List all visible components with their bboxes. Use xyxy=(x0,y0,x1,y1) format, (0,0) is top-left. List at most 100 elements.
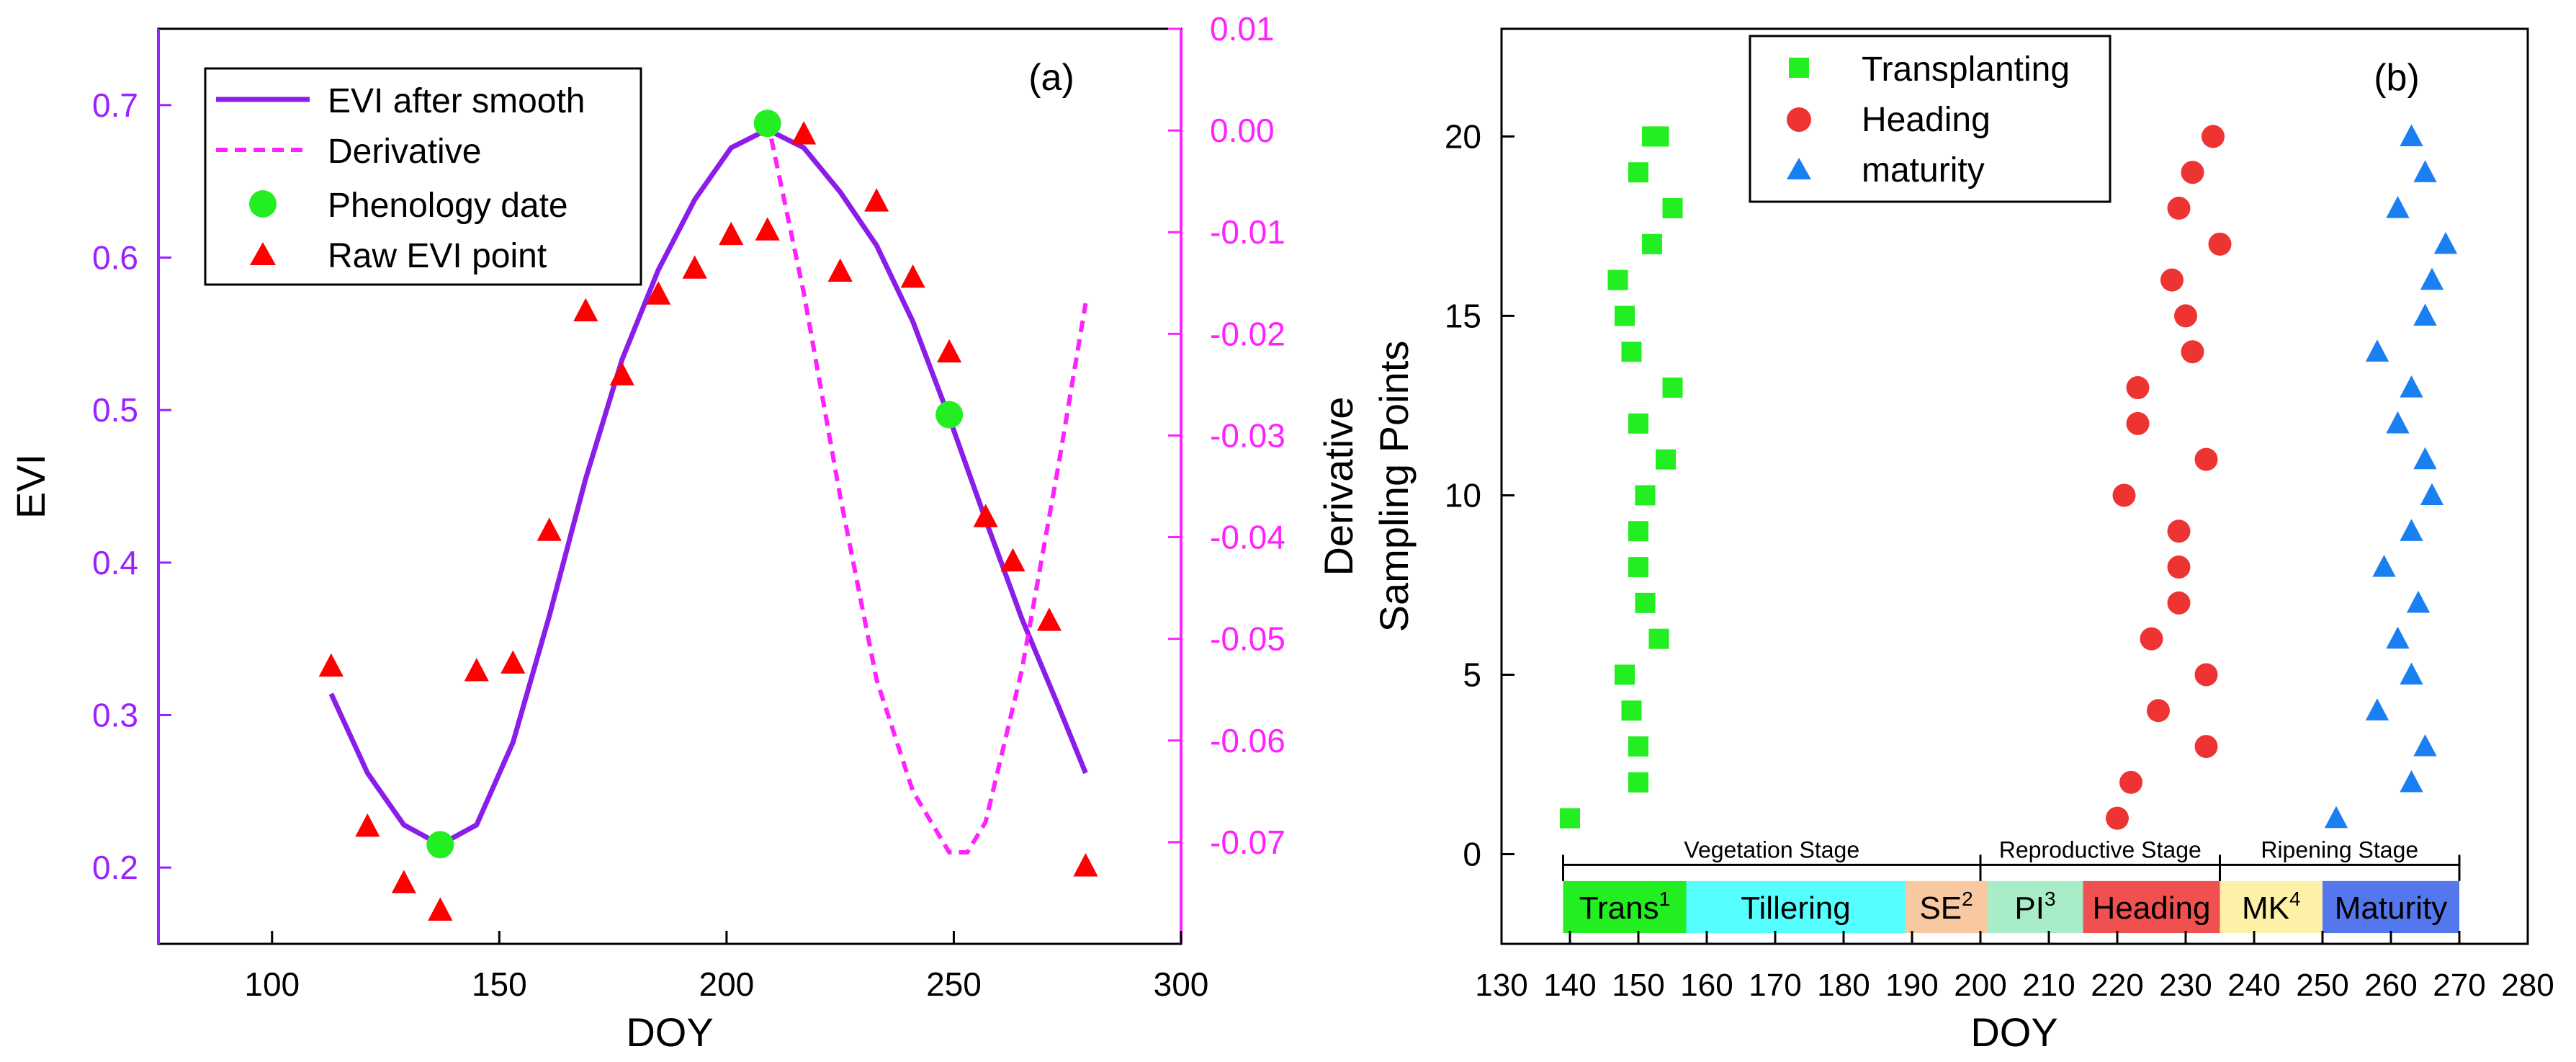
x-tick-label: 210 xyxy=(2022,968,2075,1003)
stage-superscript: 2 xyxy=(1962,888,1973,910)
maturity-point xyxy=(2413,447,2437,470)
heading-point xyxy=(2181,161,2204,184)
legend-transplanting-marker xyxy=(1789,58,1809,78)
x-tick-label: 280 xyxy=(2501,968,2554,1003)
legend-label-smooth: EVI after smooth xyxy=(328,82,585,120)
x-tick-label: 180 xyxy=(1817,968,1870,1003)
transplanting-point xyxy=(1628,521,1648,542)
heading-point xyxy=(2167,591,2191,615)
transplanting-point xyxy=(1560,808,1580,829)
heading-point xyxy=(2194,735,2218,759)
transplanting-point xyxy=(1662,378,1683,398)
stage-cell xyxy=(2323,880,2459,934)
x-tick-label: 260 xyxy=(2364,968,2417,1003)
y-tick-label: 0.2 xyxy=(92,849,138,886)
heading-point xyxy=(2194,447,2218,471)
stage-cell xyxy=(1987,880,2083,934)
heading-point xyxy=(2112,483,2136,507)
stage-label: Trans1 xyxy=(1579,888,1670,926)
phenology-date-point xyxy=(753,110,781,138)
stage-label: PI3 xyxy=(2014,888,2055,926)
y-tick-label: 0.4 xyxy=(92,544,138,581)
transplanting-point xyxy=(1628,162,1648,183)
y2-tick-label: -0.03 xyxy=(1210,416,1285,454)
stage-superscript: 1 xyxy=(1659,888,1671,910)
stage-superscript: 3 xyxy=(2045,888,2056,910)
y-tick-label: 5 xyxy=(1463,656,1481,693)
legend-heading-marker xyxy=(1787,107,1811,132)
maturity-point xyxy=(2400,769,2423,793)
maturity-point xyxy=(2420,267,2444,290)
raw-evi-point xyxy=(501,650,526,674)
y-tick-label: 0.5 xyxy=(92,391,138,429)
y-tick-label: 15 xyxy=(1445,297,1481,334)
transplanting-point xyxy=(1635,485,1656,506)
x-tick-label: 160 xyxy=(1680,968,1733,1003)
raw-evi-point xyxy=(719,221,744,246)
raw-evi-point xyxy=(755,217,780,241)
stage-group-label: Ripening Stage xyxy=(2261,836,2418,862)
maturity-point xyxy=(2400,519,2423,541)
x-tick-label: 140 xyxy=(1543,968,1596,1003)
heading-point xyxy=(2194,663,2218,687)
stage-superscript: 4 xyxy=(2289,888,2301,910)
y-axis-label: EVI xyxy=(8,454,53,519)
heading-point xyxy=(2140,627,2163,651)
stage-label: Heading xyxy=(2093,891,2211,926)
maturity-point xyxy=(2420,483,2444,506)
stage-group-label: Vegetation Stage xyxy=(1684,836,1859,862)
heading-point xyxy=(2126,376,2150,400)
transplanting-point xyxy=(1628,413,1648,434)
panel-label: (a) xyxy=(1028,57,1074,99)
x-tick-label: 300 xyxy=(1154,965,1209,1003)
x-tick-label: 150 xyxy=(1612,968,1664,1003)
stage-cell xyxy=(1905,880,1988,934)
heading-point xyxy=(2174,304,2197,328)
maturity-point xyxy=(2365,339,2389,362)
plot-b-frame xyxy=(1500,27,2529,945)
stage-group-label: Reproductive Stage xyxy=(1999,836,2202,862)
maturity-point xyxy=(2413,734,2437,757)
y-tick-label: 10 xyxy=(1445,476,1481,514)
y-axis-ticks: 0 5 10 15 20 xyxy=(1445,117,1514,873)
x-axis-label: DOY xyxy=(626,1009,713,1055)
heading-point xyxy=(2147,699,2170,723)
heading-point xyxy=(2167,197,2191,220)
series-layer xyxy=(318,110,1098,921)
transplanting-point xyxy=(1621,700,1642,721)
transplanting-point xyxy=(1656,449,1676,470)
heading-point xyxy=(2106,806,2129,830)
series-layer xyxy=(1560,124,2458,830)
heading-point xyxy=(2181,340,2204,364)
x-axis-label: DOY xyxy=(1970,1009,2057,1055)
x-tick-label: 100 xyxy=(244,965,300,1003)
stage-name: PI xyxy=(2014,891,2045,926)
transplanting-point xyxy=(1615,305,1635,326)
transplanting-point xyxy=(1642,233,1662,254)
legend-label-maturity: maturity xyxy=(1862,151,1985,189)
stage-cell xyxy=(2220,880,2323,934)
y-tick-label: 20 xyxy=(1445,117,1481,155)
maturity-point xyxy=(2386,411,2410,434)
y2-tick-label: -0.07 xyxy=(1210,824,1285,861)
raw-evi-point xyxy=(973,504,998,527)
raw-evi-point xyxy=(1000,548,1026,572)
raw-evi-point xyxy=(827,258,853,282)
maturity-point xyxy=(2400,124,2423,147)
heading-point xyxy=(2208,232,2232,256)
phenology-date-point xyxy=(426,831,454,859)
y-tick-label: 0.7 xyxy=(92,86,138,124)
transplanting-point xyxy=(1662,198,1683,219)
raw-evi-point xyxy=(1073,853,1098,877)
legend-phenology-marker xyxy=(249,190,277,218)
stage-bar: Trans1 Tillering SE2 PI3 Heading MK4 Maturity V… xyxy=(1562,836,2461,934)
stage-name: Trans xyxy=(1579,891,1659,926)
maturity-point xyxy=(2433,231,2458,254)
raw-evi-point xyxy=(428,897,453,921)
legend-raw-marker xyxy=(250,242,276,265)
y-tick-label: 0.6 xyxy=(92,239,138,277)
x-tick-label: 240 xyxy=(2227,968,2280,1003)
x-tick-label: 130 xyxy=(1475,968,1527,1003)
x-tick-label: 230 xyxy=(2159,968,2212,1003)
